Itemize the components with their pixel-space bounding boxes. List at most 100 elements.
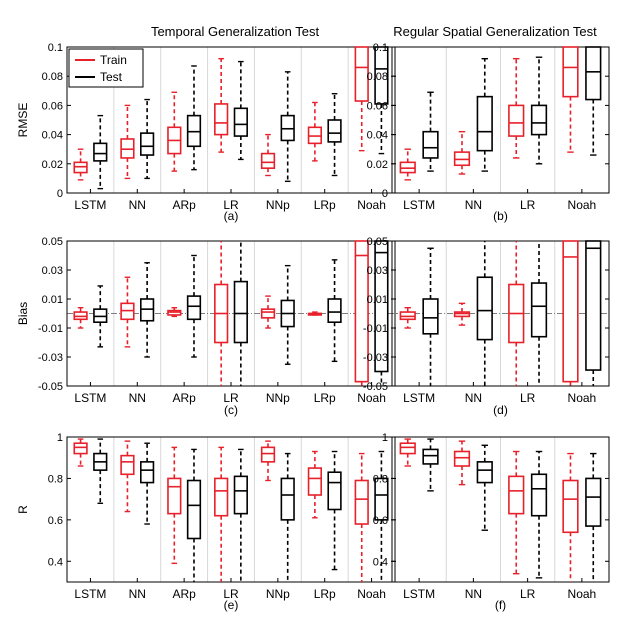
box-test-noah — [585, 46, 602, 156]
y-tick-label: 0.4 — [48, 556, 63, 568]
x-tick-label: LR — [223, 587, 239, 601]
y-tick-label: 0.04 — [42, 130, 63, 142]
box-train-nn — [120, 276, 135, 348]
y-tick-label: 0.1 — [48, 42, 63, 54]
axes-frame — [66, 436, 396, 583]
box-iqr — [476, 95, 493, 152]
box-iqr — [562, 240, 579, 383]
box-train-lr — [508, 57, 525, 159]
box-test-nn — [140, 98, 155, 180]
y-tick-label: 1 — [382, 432, 388, 444]
box-test-lstm — [93, 114, 108, 190]
legend-test-label: Test — [100, 70, 123, 84]
x-tick-label: LRp — [314, 198, 336, 212]
box-train-arp — [167, 91, 182, 172]
box-iqr — [476, 276, 493, 341]
axes-frame — [391, 436, 610, 583]
box-train-nn — [120, 440, 135, 513]
box-iqr — [530, 104, 548, 136]
box-test-lrp — [327, 259, 342, 363]
y-tick-label: -0.03 — [363, 352, 388, 364]
box-iqr — [307, 467, 323, 496]
box-iqr — [260, 446, 276, 463]
box-iqr — [327, 298, 342, 324]
box-iqr — [233, 475, 248, 515]
box-iqr — [186, 479, 202, 540]
y-tick-label: 0.05 — [367, 236, 388, 248]
panel-label: (f) — [495, 598, 506, 612]
y-axis-label: Bias — [16, 302, 30, 325]
box-iqr — [585, 240, 602, 371]
box-train-nnp — [260, 133, 276, 177]
box-test-noah — [374, 46, 389, 155]
box-test-noah — [585, 452, 602, 582]
x-tick-label: LSTM — [403, 391, 435, 405]
box-iqr — [140, 132, 155, 156]
box-train-arp — [167, 446, 182, 565]
y-tick-label: 0.01 — [367, 294, 388, 306]
box-test-arp — [186, 65, 202, 171]
box-train-nn — [453, 302, 471, 326]
box-test-noah — [374, 240, 389, 386]
box-iqr — [374, 46, 389, 105]
box-iqr — [327, 471, 342, 511]
panel-label: (e) — [224, 598, 239, 612]
x-tick-label: NN — [129, 391, 146, 405]
box-iqr — [260, 152, 276, 169]
box-train-noah — [562, 46, 579, 153]
box-test-lrp — [327, 450, 342, 571]
x-tick-label: NNp — [266, 587, 290, 601]
box-test-lr — [530, 450, 548, 579]
x-tick-label: LR — [520, 391, 536, 405]
y-tick-label: 0 — [57, 188, 63, 200]
y-tick-label: 0.1 — [373, 42, 388, 54]
left-header: Temporal Generalization Test — [151, 24, 320, 39]
box-iqr — [422, 448, 439, 465]
box-iqr — [508, 475, 525, 515]
panels-group: 0 0.02 0.04 0.06 0.08 0.1 RMSE LSTM NN ARp LR NNp LR… — [16, 42, 610, 612]
box-train-lstm — [73, 438, 88, 467]
x-tick-label: ARp — [172, 198, 196, 212]
x-tick-label: LSTM — [74, 391, 106, 405]
box-test-lr — [233, 241, 248, 386]
box-iqr — [214, 103, 229, 136]
x-tick-label: NN — [465, 391, 482, 405]
box-iqr — [167, 477, 182, 515]
box-train-lstm — [73, 148, 88, 181]
x-tick-label: LR — [223, 198, 239, 212]
box-iqr — [327, 119, 342, 143]
box-iqr — [530, 282, 548, 338]
box-test-arp — [186, 254, 202, 358]
box-train-lrp — [307, 450, 323, 519]
x-tick-label: LSTM — [74, 198, 106, 212]
y-tick-label: 0.4 — [373, 556, 388, 568]
y-tick-label: 0.06 — [42, 100, 63, 112]
box-iqr — [453, 450, 471, 467]
box-iqr — [354, 479, 369, 525]
x-tick-label: LSTM — [403, 198, 435, 212]
x-tick-label: LR — [223, 391, 239, 405]
right-header: Regular Spatial Generalization Test — [393, 24, 597, 39]
y-tick-label: -0.01 — [363, 323, 388, 335]
box-test-nn — [140, 442, 155, 525]
box-test-noah — [374, 450, 389, 582]
panel-c: -0.05 -0.03 -0.01 0.01 0.03 0.05 Bias LSTM NN ARp… — [16, 236, 396, 417]
box-iqr — [562, 46, 579, 98]
box-test-lr — [233, 448, 248, 582]
y-tick-label: 0.02 — [42, 159, 63, 171]
box-train-lr — [508, 450, 525, 575]
box-train-lstm — [399, 307, 416, 329]
x-tick-label: LSTM — [403, 587, 435, 601]
x-tick-label: Noah — [568, 391, 597, 405]
box-iqr — [73, 442, 88, 455]
box-train-noah — [354, 240, 369, 386]
x-tick-label: ARp — [172, 391, 196, 405]
box-iqr — [399, 442, 416, 455]
x-tick-label: NN — [129, 587, 146, 601]
box-train-nnp — [260, 295, 276, 329]
y-tick-label: -0.01 — [38, 323, 63, 335]
x-tick-label: NN — [465, 198, 482, 212]
box-iqr — [422, 130, 439, 159]
x-tick-label: NN — [465, 587, 482, 601]
